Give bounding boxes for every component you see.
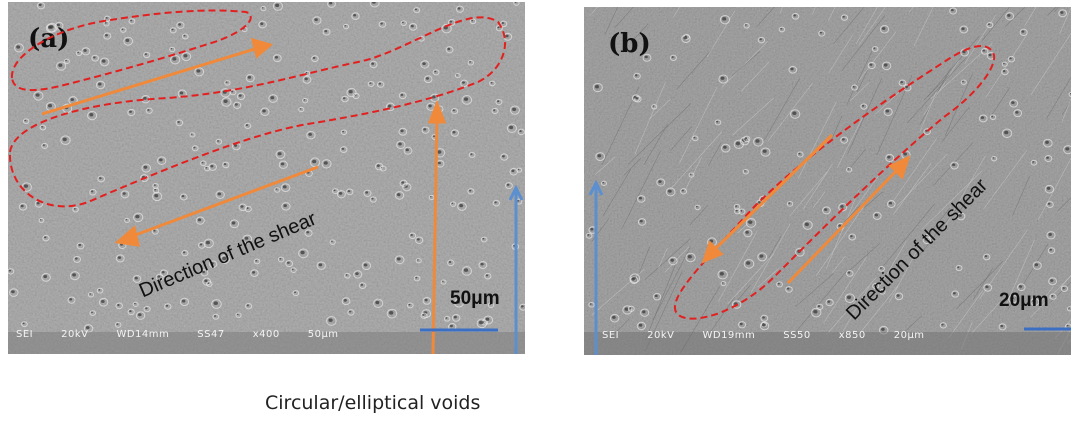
panel-label-b: (b) [608, 29, 651, 59]
sem-metadata-b: SEI 20kV WD19mm SS50 x850 20μm [602, 330, 925, 341]
sem-texture-a [8, 2, 525, 354]
sem-image-panel-a: (a) Direction of the shear 50μm SEI 20kV W… [8, 2, 525, 354]
panel-label-a: (a) [28, 24, 70, 54]
scale-label-a: 50μm [450, 288, 500, 309]
scale-label-b: 20μm [999, 290, 1049, 311]
sem-metadata-a: SEI 20kV WD14mm SS47 x400 50μm [16, 329, 339, 340]
sem-texture-b [584, 7, 1071, 355]
sem-image-panel-b: (b) Direction of the shear 20μm SEI 20kV W… [584, 7, 1071, 355]
voids-caption: Circular/elliptical voids [265, 392, 481, 414]
